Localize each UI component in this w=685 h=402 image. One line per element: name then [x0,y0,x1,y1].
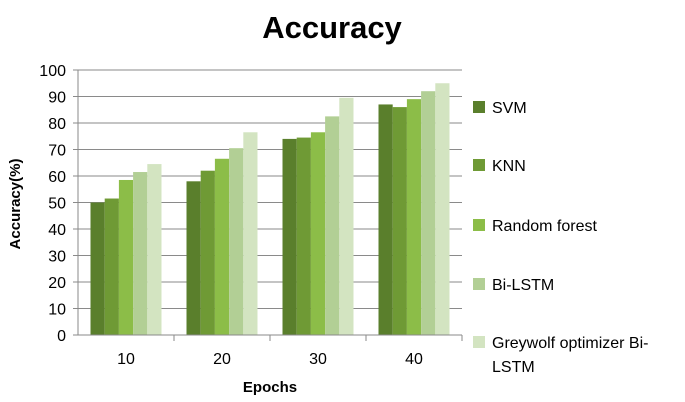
y-tick-label: 40 [48,222,66,239]
bar [186,181,201,335]
bar [406,99,422,336]
y-tick-label: 0 [57,328,66,345]
y-tick-label: 30 [48,249,66,266]
x-tick-label: 40 [405,351,423,368]
x-tick-label: 20 [213,351,231,368]
x-axis-label: Epochs [243,379,297,396]
y-tick-label: 10 [48,302,66,319]
y-tick-label: 90 [48,90,66,107]
y-tick-label: 80 [48,116,66,133]
legend-label: SVM [492,100,527,117]
axes: 0 10 20 30 40 50 60 70 80 90 100 10 20 30 40 [39,63,463,368]
bar [200,170,215,335]
legend: SVM KNN Random forest Bi-LSTM Greywolf optim… [473,100,648,376]
legend-swatch [473,278,485,290]
bar [435,83,450,335]
chart-title: Accuracy [262,10,402,45]
y-axis-label: Accuracy(%) [7,159,24,250]
bars [90,83,450,336]
bar [243,132,258,335]
x-tick-label: 10 [117,351,135,368]
bar [118,179,134,335]
bar [339,97,354,335]
y-tick-label: 20 [48,275,66,292]
bar [325,116,340,335]
bar [392,107,407,335]
bar [147,164,162,335]
legend-swatch [473,101,485,113]
bar [104,198,119,335]
legend-swatch [473,159,485,171]
bar [421,91,436,335]
bar [296,137,311,335]
legend-swatch [473,219,485,231]
bar [378,104,393,335]
legend-label: Greywolf optimizer Bi- [492,335,648,352]
y-tick-label: 50 [48,196,66,213]
legend-label: Random forest [492,218,597,235]
bar [133,172,148,335]
y-tick-label: 60 [48,169,66,186]
bar [90,202,105,335]
y-tick-label: 70 [48,143,66,160]
bar [214,158,230,335]
legend-swatch [473,336,485,348]
legend-label: LSTM [492,359,535,376]
legend-label: Bi-LSTM [492,277,554,294]
bar [282,138,297,335]
bar [229,148,244,335]
bar [310,132,326,335]
x-tick-label: 30 [309,351,327,368]
legend-label: KNN [492,158,526,175]
y-tick-label: 100 [39,63,66,80]
